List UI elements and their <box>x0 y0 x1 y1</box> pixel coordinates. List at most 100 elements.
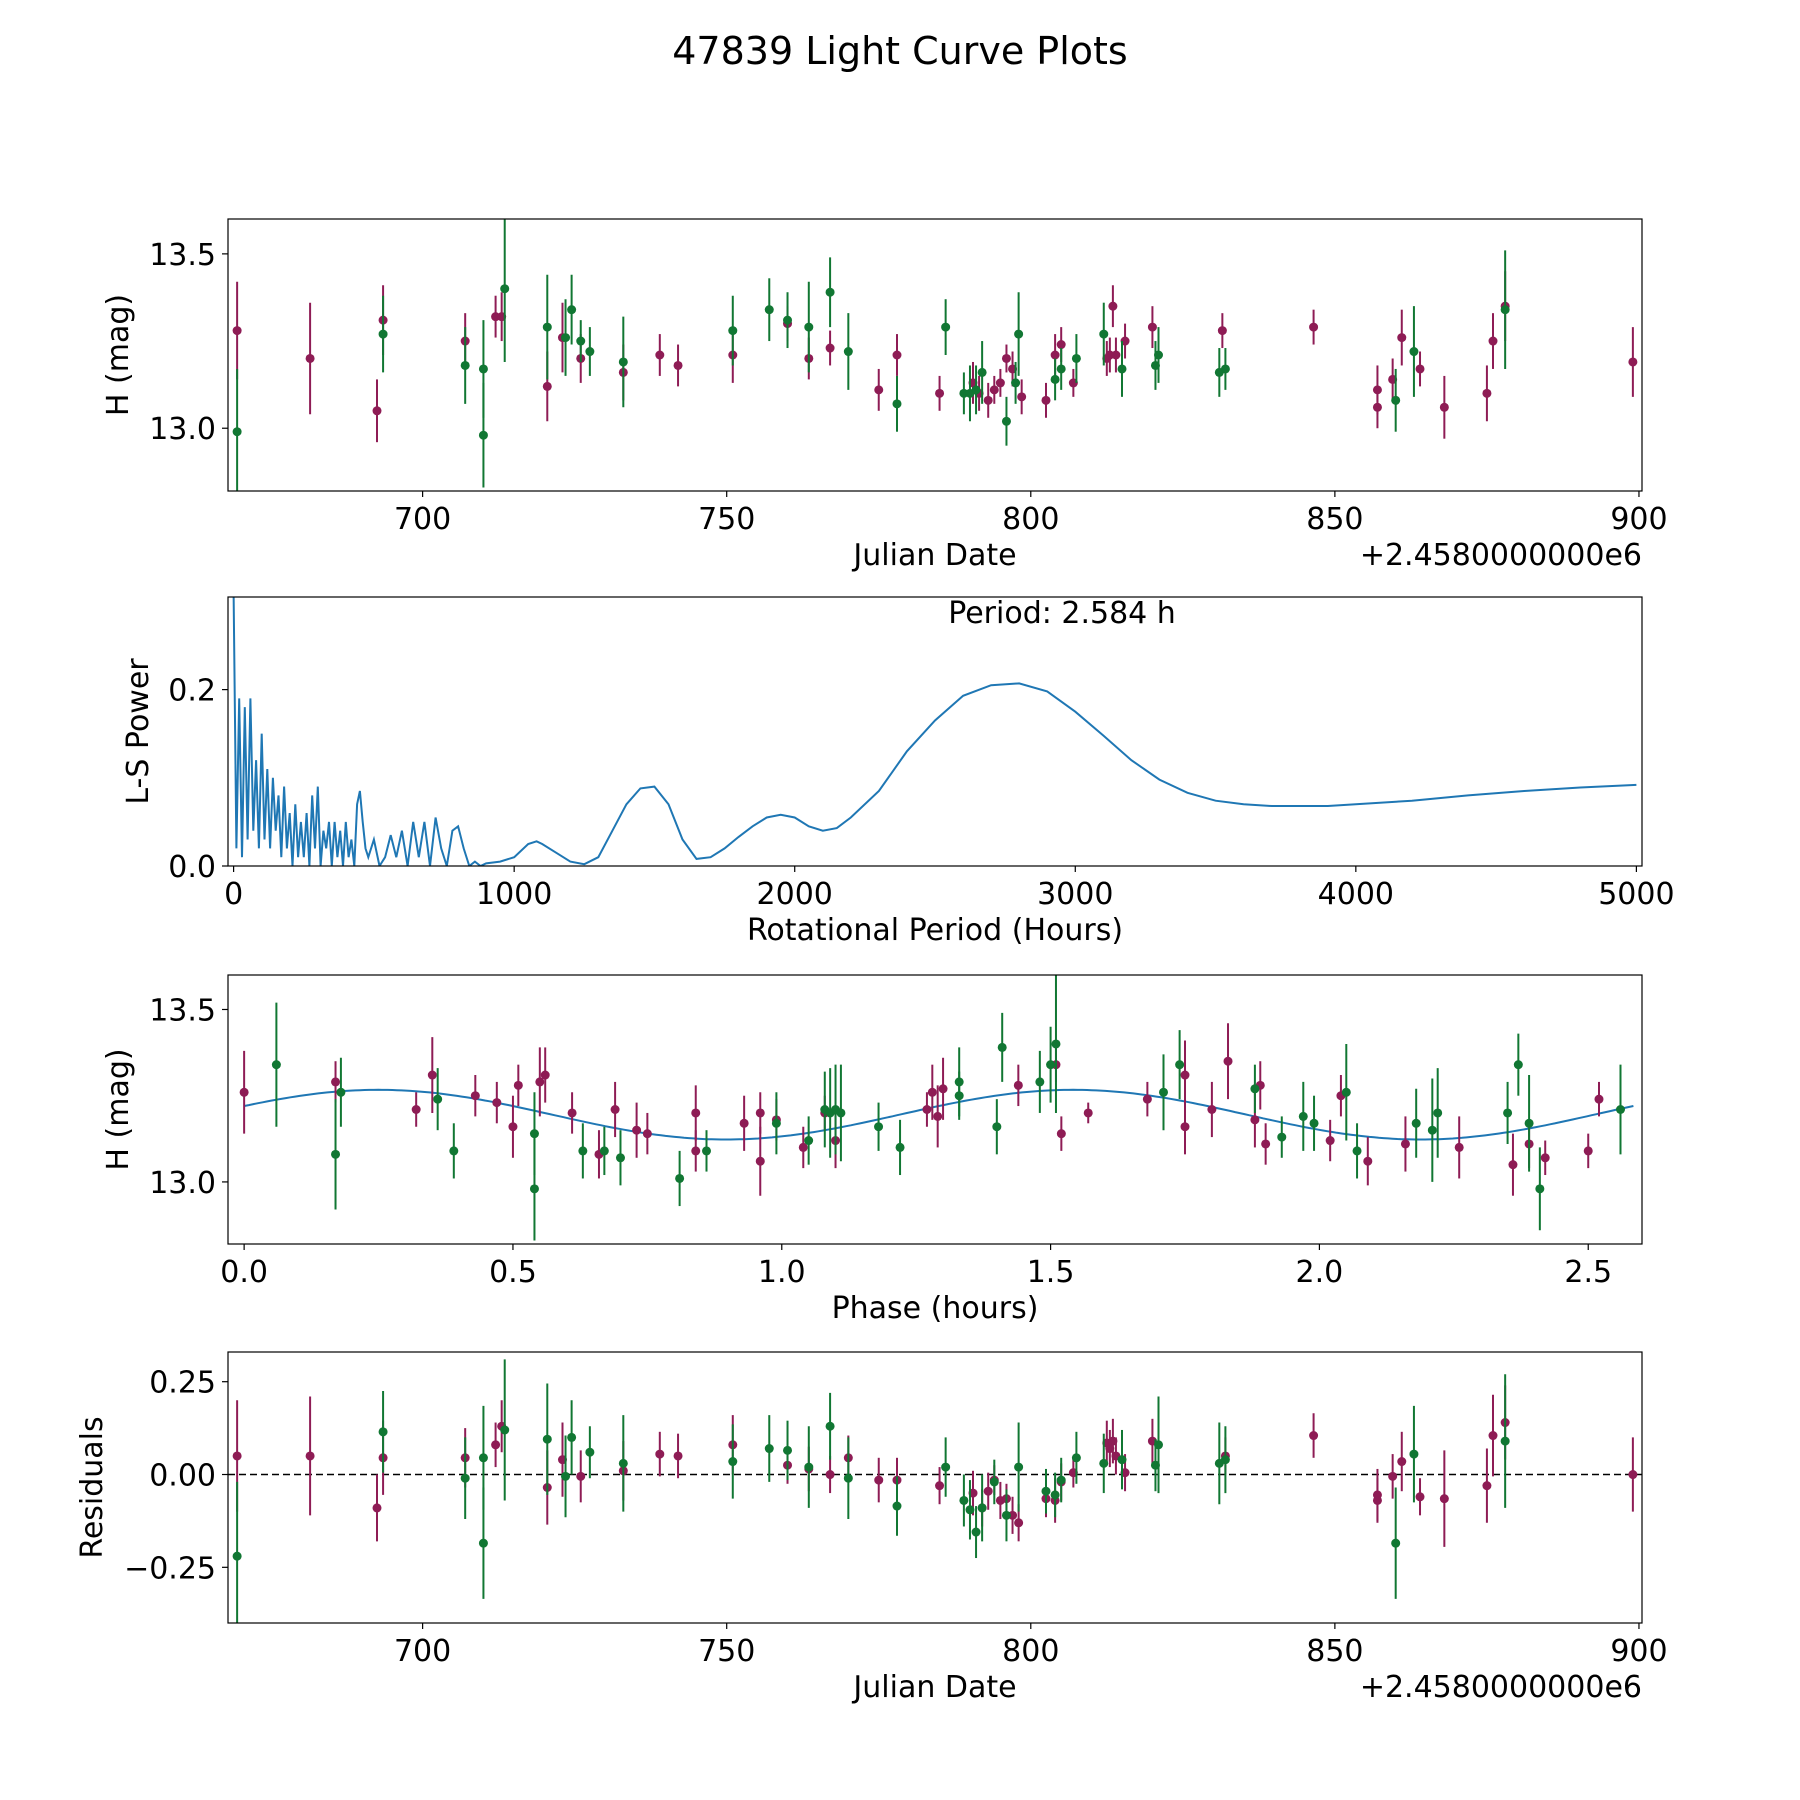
data-point <box>1050 350 1060 360</box>
data-point <box>1341 1087 1351 1097</box>
data-point <box>585 347 595 357</box>
data-point <box>372 406 382 416</box>
data-point <box>1524 1118 1534 1128</box>
data-point <box>542 1434 552 1444</box>
data-point <box>508 1122 518 1132</box>
data-point <box>529 1184 539 1194</box>
data-point <box>1220 364 1230 374</box>
x-tick-label: 850 <box>1306 502 1363 537</box>
plot-area <box>232 597 1637 866</box>
data-point <box>271 1060 281 1070</box>
data-point <box>1158 1087 1168 1097</box>
data-point <box>1014 1518 1024 1528</box>
data-point <box>825 1421 835 1431</box>
data-point <box>513 1080 523 1090</box>
data-point <box>411 1105 421 1114</box>
data-point <box>755 1108 765 1118</box>
data-point <box>1439 402 1449 412</box>
data-point <box>336 1087 346 1097</box>
data-point <box>989 1477 999 1487</box>
data-point <box>927 1087 937 1097</box>
data-point <box>1014 1462 1024 1472</box>
data-point <box>1277 1132 1287 1142</box>
data-point <box>989 385 999 395</box>
data-point <box>1488 336 1498 346</box>
data-point <box>1397 333 1407 343</box>
data-point <box>933 1111 943 1121</box>
data-point <box>1154 350 1164 360</box>
x-tick-label: 800 <box>1002 1634 1059 1669</box>
data-point <box>675 1173 685 1183</box>
data-point <box>1223 1056 1233 1066</box>
data-point <box>977 367 987 377</box>
data-point <box>1050 1490 1060 1500</box>
data-point <box>378 1427 388 1437</box>
data-point <box>1454 1142 1464 1152</box>
data-point <box>673 360 683 370</box>
data-point <box>997 1042 1007 1052</box>
data-point <box>578 1146 588 1156</box>
data-point <box>825 1470 835 1480</box>
data-point <box>764 305 774 315</box>
data-point <box>655 1449 665 1459</box>
x-tick-label: 1000 <box>476 877 552 912</box>
x-offset-label: +2.4580000000e6 <box>1360 538 1642 573</box>
data-point <box>542 322 552 332</box>
lightcurve-panel: 700 750 800 850 900 13.0 13.5 Julian Date H (mag… <box>101 218 1668 573</box>
data-point <box>691 1108 701 1118</box>
data-point <box>1041 395 1051 405</box>
data-point <box>702 1146 712 1156</box>
data-point <box>470 1091 480 1101</box>
data-point <box>691 1146 701 1156</box>
data-point <box>1500 1436 1510 1446</box>
data-point <box>542 381 552 391</box>
data-point <box>1017 392 1027 402</box>
x-tick-label: 3000 <box>1037 877 1113 912</box>
data-point <box>1513 1060 1523 1070</box>
data-point <box>1415 364 1425 374</box>
data-point <box>1400 1139 1410 1149</box>
x-tick-label: 0 <box>224 877 243 912</box>
x-axis-label: Julian Date <box>851 1670 1016 1705</box>
data-point <box>1207 1105 1217 1114</box>
y-axis-label: L-S Power <box>121 658 156 805</box>
data-point <box>892 350 902 360</box>
data-point <box>1372 385 1382 395</box>
data-point <box>529 1129 539 1139</box>
y-axis-label: H (mag) <box>101 294 136 416</box>
data-point <box>1071 353 1081 363</box>
x-tick-label: 800 <box>1002 502 1059 537</box>
y-tick-label: 13.5 <box>149 993 216 1028</box>
data-point <box>1535 1184 1545 1194</box>
data-point <box>1325 1136 1335 1146</box>
data-point <box>825 343 835 353</box>
y-tick-label: 13.0 <box>149 1166 216 1201</box>
x-tick-label: 900 <box>1610 502 1667 537</box>
data-point <box>1217 326 1227 336</box>
data-point <box>1056 340 1066 350</box>
x-tick-label: 2.5 <box>1564 1255 1612 1290</box>
data-point <box>935 1481 945 1491</box>
data-point <box>239 1087 249 1097</box>
data-point <box>1540 1153 1550 1163</box>
x-tick-label: 2.0 <box>1296 1255 1344 1290</box>
data-point <box>983 1486 993 1496</box>
x-tick-label: 750 <box>698 502 755 537</box>
y-tick-label: 0.00 <box>149 1459 216 1494</box>
x-tick-label: 1.5 <box>1027 1255 1075 1290</box>
data-point <box>561 1471 571 1481</box>
data-point <box>935 388 945 398</box>
data-point <box>673 1451 683 1461</box>
data-point <box>1220 1455 1230 1465</box>
x-axis-label: Phase (hours) <box>832 1291 1039 1326</box>
data-point <box>728 1457 738 1467</box>
data-point <box>1503 1108 1513 1118</box>
data-point <box>1427 1125 1437 1135</box>
data-point <box>1583 1146 1593 1156</box>
data-point <box>1013 1080 1023 1090</box>
data-point <box>1250 1084 1260 1094</box>
figure-title: 47839 Light Curve Plots <box>672 29 1127 73</box>
data-point <box>1411 1118 1421 1128</box>
data-point <box>576 336 586 346</box>
data-point <box>1309 1431 1319 1441</box>
